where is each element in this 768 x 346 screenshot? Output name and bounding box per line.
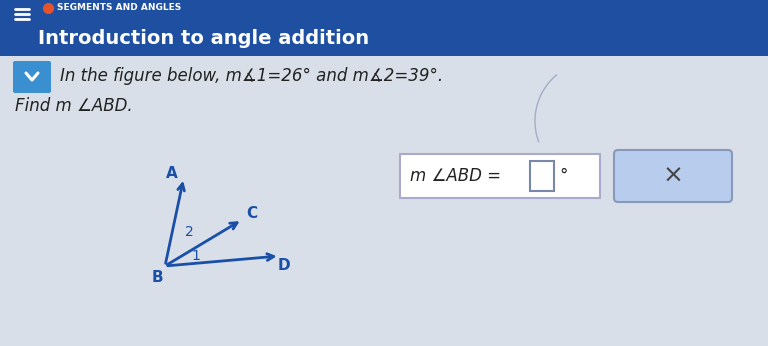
Text: SEGMENTS AND ANGLES: SEGMENTS AND ANGLES <box>57 3 181 12</box>
Text: In the figure below, m∡1=26° and m∡2=39°.: In the figure below, m∡1=26° and m∡2=39°… <box>60 67 443 85</box>
Text: Introduction to angle addition: Introduction to angle addition <box>38 28 369 47</box>
Text: °: ° <box>559 167 568 185</box>
Text: D: D <box>277 258 290 273</box>
Text: ×: × <box>663 164 684 188</box>
Text: m ∠ABD =: m ∠ABD = <box>410 167 506 185</box>
Text: 2: 2 <box>185 225 194 239</box>
FancyBboxPatch shape <box>0 56 768 346</box>
FancyBboxPatch shape <box>530 161 554 191</box>
Text: C: C <box>247 206 258 221</box>
FancyBboxPatch shape <box>400 154 600 198</box>
Text: 1: 1 <box>191 249 200 263</box>
FancyBboxPatch shape <box>614 150 732 202</box>
Text: B: B <box>151 271 163 285</box>
Text: A: A <box>166 166 177 181</box>
Text: Find m ∠ABD.: Find m ∠ABD. <box>15 97 133 115</box>
FancyBboxPatch shape <box>13 61 51 93</box>
FancyBboxPatch shape <box>0 0 768 56</box>
